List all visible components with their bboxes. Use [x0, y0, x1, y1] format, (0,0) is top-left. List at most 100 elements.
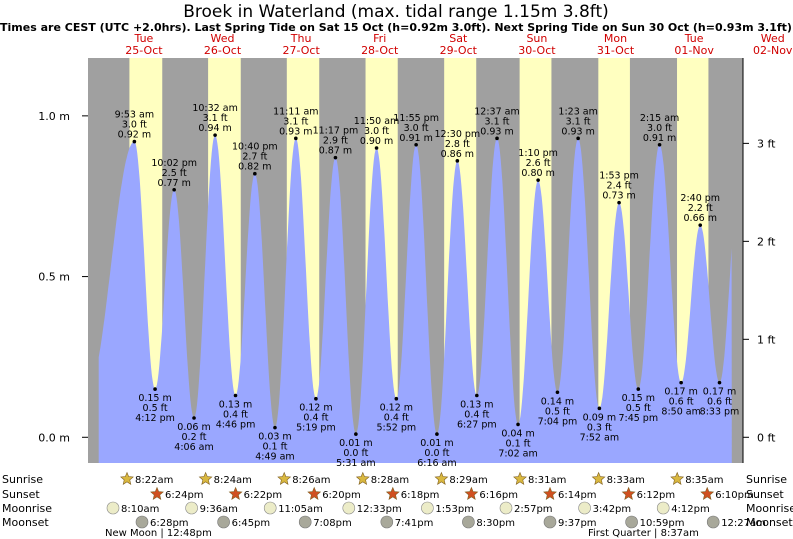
- high-tide-m: 0.82 m: [238, 162, 271, 173]
- high-tide-time: 10:40 pm: [232, 142, 278, 153]
- moonrise-icon: [578, 501, 591, 515]
- high-tide-point: [617, 200, 621, 205]
- sunset-time: 6:12pm: [637, 490, 676, 501]
- tide-labels: 9:53 am3.0 ft0.92 m0.15 m0.5 ft4:12 pm10…: [115, 103, 740, 469]
- high-tide-ft: 3.0 ft: [404, 123, 429, 134]
- low-tide-time: 8:33 pm: [700, 407, 740, 418]
- low-tide-point: [555, 390, 560, 395]
- low-tide-time: 5:19 pm: [296, 423, 336, 434]
- day-headers: Tue25-OctWed26-OctThu27-OctFri28-OctSat2…: [125, 32, 793, 57]
- sunset-icon: [621, 486, 636, 500]
- moonrise-time: 4:12pm: [671, 504, 710, 515]
- low-tide-time: 4:49 am: [255, 452, 294, 463]
- low-tide-time: 4:12 pm: [135, 413, 175, 424]
- low-tide-time: 7:52 am: [580, 432, 619, 443]
- high-tide-time: 2:40 pm: [680, 193, 720, 204]
- low-tide-time: 8:50 am: [661, 407, 700, 418]
- low-tide-ft: 0.6 ft: [669, 397, 694, 408]
- moonrise-icon: [656, 501, 670, 515]
- chart-title: Broek in Waterland (max. tidal range 1.1…: [183, 2, 609, 22]
- high-tide-point: [414, 142, 418, 147]
- low-tide-m: 0.17 m: [703, 387, 736, 398]
- high-tide-m: 0.87 m: [319, 146, 352, 157]
- sunrise-icon: [670, 471, 685, 485]
- high-tide-point: [333, 155, 338, 160]
- moonrise-time: 9:36am: [200, 504, 238, 515]
- sunrise-icon: [591, 471, 606, 485]
- high-tide-point: [657, 142, 662, 147]
- day-date: 27-Oct: [282, 44, 320, 57]
- sunrise-time: 8:35am: [685, 475, 723, 486]
- low-tide-point: [273, 425, 277, 430]
- moonrise-icon: [421, 501, 434, 515]
- low-tide-ft: 0.2 ft: [182, 432, 207, 443]
- low-tide-point: [354, 432, 358, 436]
- sunrise-time: 8:29am: [449, 475, 487, 486]
- low-tide-point: [192, 416, 196, 420]
- moonset-time: 7:08pm: [313, 518, 352, 529]
- high-tide-ft: 2.4 ft: [607, 181, 632, 192]
- day-name: Wed: [761, 32, 785, 45]
- moonrise-icon: [263, 501, 277, 515]
- left-tick-label: 0.5 m: [38, 271, 70, 284]
- moonrise-time: 2:57pm: [514, 504, 553, 515]
- low-tide-time: 6:27 pm: [457, 420, 497, 431]
- low-tide-time: 4:46 pm: [216, 420, 256, 431]
- low-tide-m: 0.13 m: [219, 400, 252, 411]
- sunrise-time: 8:24am: [214, 475, 252, 486]
- moonrise-time: 11:05am: [278, 504, 323, 515]
- low-tide-point: [717, 380, 722, 385]
- sunset-icon: [307, 486, 322, 500]
- sunrise-time: 8:28am: [371, 475, 409, 486]
- high-tide-m: 0.77 m: [157, 178, 190, 189]
- high-tide-point: [536, 178, 540, 182]
- day-name: Thu: [290, 32, 312, 45]
- plot-area: [88, 58, 744, 463]
- day-date: 26-Oct: [204, 44, 242, 57]
- low-tide-m: 0.06 m: [177, 422, 210, 433]
- high-tide-m: 0.73 m: [602, 191, 635, 202]
- low-tide-m: 0.15 m: [138, 393, 171, 404]
- row-label-right: Moonset: [746, 516, 793, 529]
- sunrise-time: 8:26am: [292, 475, 330, 486]
- left-tick-label: 1.0 m: [38, 110, 70, 123]
- high-tide-m: 0.91 m: [399, 133, 432, 144]
- moonset-time: 7:41pm: [395, 518, 434, 529]
- low-tide-ft: 0.4 ft: [303, 413, 328, 424]
- high-tide-point: [172, 187, 176, 192]
- high-tide-time: 1:53 pm: [599, 171, 639, 182]
- low-tide-m: 0.09 m: [583, 412, 616, 423]
- low-tide-ft: 0.4 ft: [384, 413, 409, 424]
- high-tide-m: 0.66 m: [684, 213, 717, 224]
- low-tide-m: 0.13 m: [460, 400, 493, 411]
- sunset-time: 6:20pm: [322, 490, 361, 501]
- high-tide-ft: 3.1 ft: [566, 116, 591, 127]
- day-date: 31-Oct: [597, 44, 635, 57]
- high-tide-time: 11:17 pm: [313, 126, 359, 137]
- high-tide-time: 10:02 pm: [151, 158, 197, 169]
- high-tide-ft: 2.2 ft: [688, 203, 713, 214]
- sunset-icon: [385, 486, 400, 500]
- sunset-time: 6:16pm: [479, 490, 518, 501]
- moonset-icon: [380, 515, 394, 529]
- sunset-time: 6:14pm: [558, 490, 597, 501]
- row-label-right: Sunrise: [746, 473, 787, 486]
- low-tide-time: 4:06 am: [174, 442, 213, 453]
- row-label-right: Sunset: [746, 488, 784, 501]
- day-name: Mon: [604, 32, 627, 45]
- high-tide-ft: 3.0 ft: [122, 120, 147, 131]
- moonset-time: 6:45pm: [232, 518, 271, 529]
- low-tide-ft: 0.4 ft: [464, 410, 489, 421]
- low-tide-ft: 0.5 ft: [143, 403, 168, 414]
- sunset-icon: [150, 486, 164, 500]
- sunrise-icon: [355, 471, 370, 485]
- tide-area: [98, 135, 732, 463]
- high-tide-point: [374, 146, 379, 150]
- right-tick-label: 3 ft: [757, 137, 776, 150]
- high-tide-ft: 2.5 ft: [162, 168, 187, 179]
- moonset-time: 9:37pm: [558, 518, 597, 529]
- low-tide-m: 0.14 m: [541, 396, 574, 407]
- sunrise-icon: [434, 471, 449, 485]
- low-tide-m: 0.01 m: [420, 438, 453, 449]
